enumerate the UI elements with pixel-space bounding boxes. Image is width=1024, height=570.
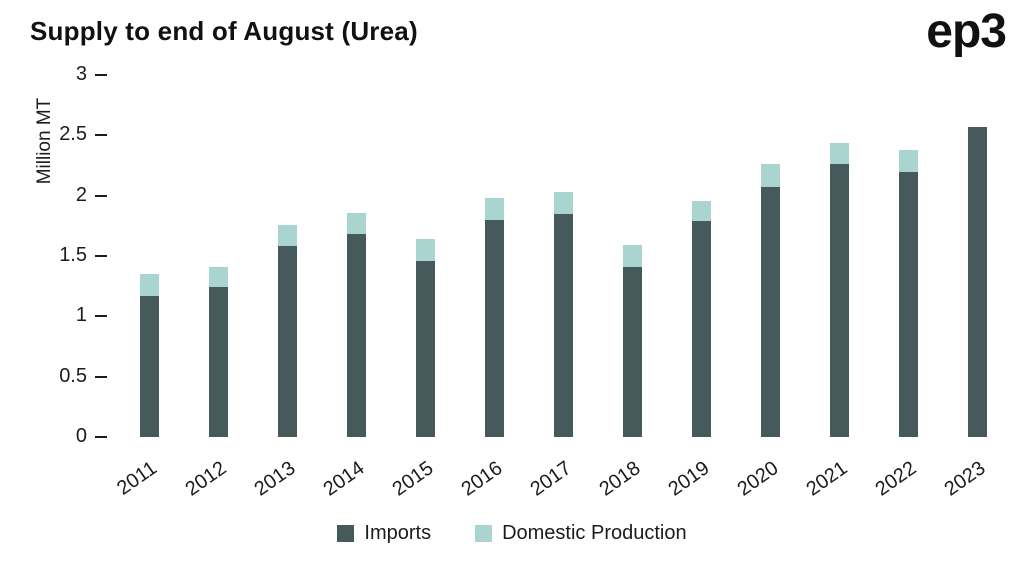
chart-title: Supply to end of August (Urea)	[30, 16, 418, 46]
legend: Imports Domestic Production	[0, 522, 1024, 545]
y-tick-label: 2	[75, 183, 87, 206]
y-tick-mark	[95, 134, 107, 137]
bar-stack-2015	[416, 239, 435, 437]
y-tick-mark	[95, 315, 107, 318]
x-tick-label-2012: 2012	[181, 457, 231, 501]
bar-stack-2013	[278, 224, 297, 437]
bar-segment-domestic-production	[830, 142, 849, 165]
x-tick-label-2016: 2016	[457, 457, 507, 501]
y-tick-label: 0.5	[59, 364, 87, 387]
bar-stack-2019	[692, 200, 711, 437]
x-tick-label-2022: 2022	[871, 457, 921, 501]
y-tick-label: 2.5	[59, 123, 87, 146]
bar-stack-2016	[485, 198, 504, 437]
bar-stack-2012	[209, 266, 228, 437]
bar-segment-domestic-production	[692, 200, 711, 222]
bar-stack-2023	[968, 126, 987, 437]
y-tick-label: 0	[75, 425, 87, 447]
x-tick-label-2018: 2018	[595, 457, 645, 501]
y-tick-mark	[95, 375, 107, 378]
y-tick-label: 1	[75, 304, 87, 327]
x-tick-label-2014: 2014	[319, 457, 369, 501]
bar-segment-domestic-production	[278, 224, 297, 247]
bar-segment-imports	[761, 187, 780, 437]
bar-stack-2018	[623, 245, 642, 437]
bar-segment-imports	[140, 295, 159, 437]
y-tick-label: 1.5	[59, 244, 87, 266]
bar-segment-domestic-production	[761, 164, 780, 188]
y-tick-label: 3	[75, 63, 87, 85]
bar-segment-imports	[554, 213, 573, 437]
bar-segment-imports	[278, 246, 297, 437]
bar-segment-domestic-production	[140, 274, 159, 296]
bar-segment-domestic-production	[209, 266, 228, 288]
bar-segment-imports	[692, 221, 711, 437]
x-tick-label-2020: 2020	[733, 457, 783, 501]
x-tick-label-2015: 2015	[388, 457, 438, 501]
bar-segment-imports	[347, 234, 366, 437]
legend-label: Domestic Production	[502, 522, 687, 544]
bar-segment-imports	[416, 260, 435, 437]
legend-label: Imports	[364, 522, 432, 544]
legend-item-domestic-production: Domestic Production	[475, 522, 687, 545]
x-tick-label-2023: 2023	[940, 457, 990, 501]
x-axis: 2011 2012 2013 2014 2015 2016 2017 2018 2019 2020…	[113, 437, 1012, 517]
y-axis: 0 0.5 1 1.5 2 2.5 3	[0, 63, 115, 447]
y-tick-mark	[95, 194, 107, 197]
bar-segment-domestic-production	[416, 239, 435, 261]
bar-segment-domestic-production	[347, 212, 366, 235]
ep3-logo: ep3	[926, 5, 1007, 58]
bar-stack-2020	[761, 164, 780, 437]
bar-segment-imports	[968, 126, 987, 437]
x-tick-label-2017: 2017	[526, 457, 576, 501]
bar-segment-domestic-production	[623, 245, 642, 267]
y-tick-mark	[95, 255, 107, 257]
bar-segment-domestic-production	[485, 198, 504, 220]
y-tick-mark	[95, 74, 107, 76]
plot-area	[115, 75, 1012, 437]
bar-segment-domestic-production	[899, 149, 918, 172]
bar-segment-imports	[899, 171, 918, 437]
legend-swatch	[337, 525, 355, 542]
legend-item-imports: Imports	[337, 522, 431, 545]
bar-stack-2021	[830, 142, 849, 437]
bar-segment-imports	[209, 287, 228, 437]
x-tick-label-2021: 2021	[802, 457, 852, 501]
bar-segment-imports	[485, 219, 504, 437]
legend-swatch	[475, 525, 493, 542]
bar-segment-imports	[830, 164, 849, 437]
y-tick-mark	[95, 436, 107, 438]
bar-stack-2017	[554, 192, 573, 437]
x-tick-label-2019: 2019	[664, 457, 714, 501]
x-tick-label-2013: 2013	[250, 457, 300, 501]
bar-stack-2014	[347, 212, 366, 437]
bar-segment-imports	[623, 266, 642, 437]
bar-stack-2011	[140, 274, 159, 437]
x-tick-label-2011: 2011	[113, 457, 162, 500]
bar-segment-domestic-production	[554, 192, 573, 214]
bar-stack-2022	[899, 149, 918, 437]
